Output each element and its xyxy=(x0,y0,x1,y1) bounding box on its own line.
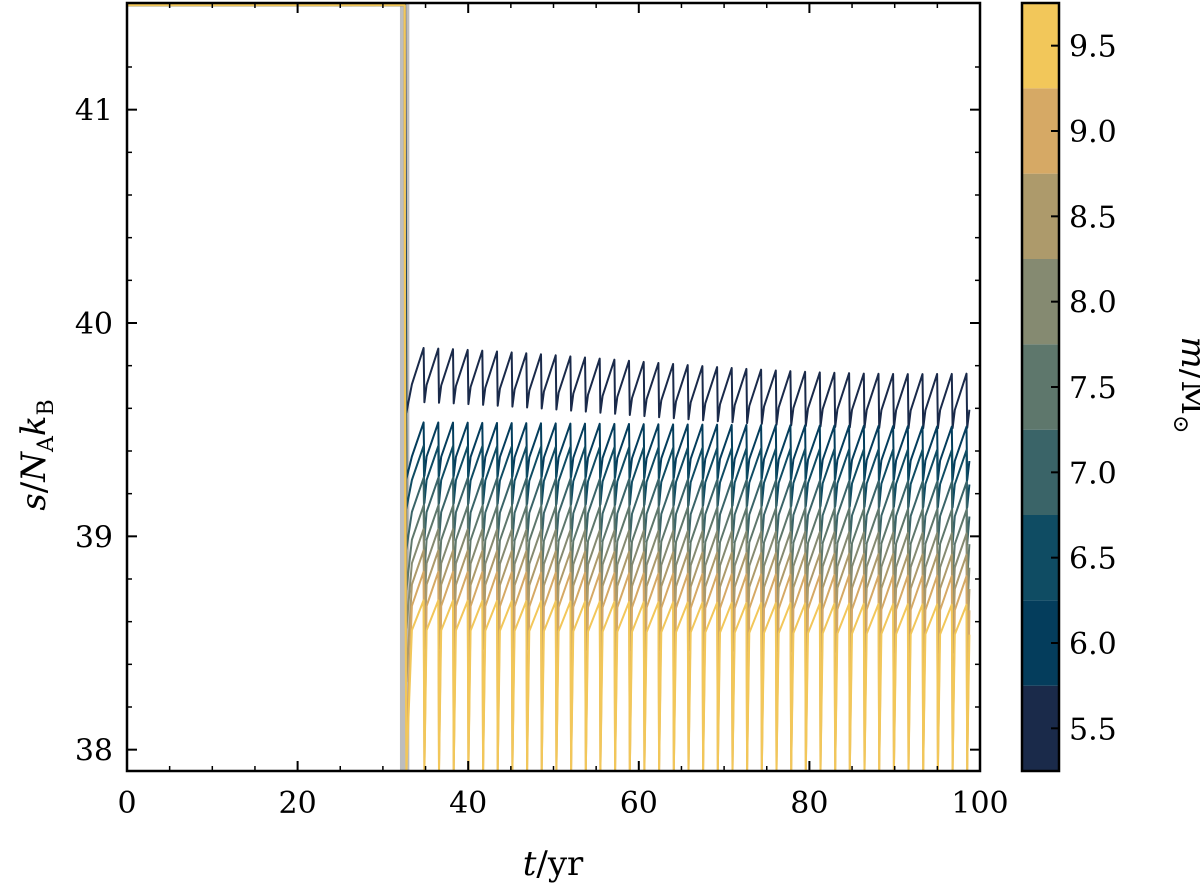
colorbar: 5.5 6.0 6.5 7.0 7.5 8.0 8.5 9.0 9.5 xyxy=(1020,1,1117,773)
colorbar-tick-label: 7.0 xyxy=(1069,456,1117,491)
colorbar-tick-label: 6.5 xyxy=(1069,542,1117,577)
series-line-m-5.5 xyxy=(127,3,971,430)
y-tick-label: 39 xyxy=(75,520,113,555)
colorbar-tick-label: 6.0 xyxy=(1069,627,1117,662)
x-tick-label: 40 xyxy=(449,786,487,821)
x-tick-label: 20 xyxy=(279,786,317,821)
series-line-m-9.5 xyxy=(127,4,971,771)
colorbar-tick-label: 9.0 xyxy=(1069,115,1117,150)
x-tick-label: 0 xyxy=(117,786,136,821)
y-tick-label: 38 xyxy=(75,734,113,769)
colorbar-label: m/M⊙ xyxy=(1168,337,1200,434)
series-layer xyxy=(127,3,971,771)
y-axis-label: s/NAkB xyxy=(14,399,59,510)
axes-layer: 0 20 40 60 80 100 38 39 40 41 xyxy=(75,1,1009,821)
series-line-m-8.5 xyxy=(127,4,971,683)
x-axis-label: t/yr xyxy=(523,844,584,884)
series-line-m-6 xyxy=(127,3,971,482)
series-line-m-6.5 xyxy=(127,3,971,510)
colorbar-tick-label: 7.5 xyxy=(1069,371,1117,406)
x-tick-label: 60 xyxy=(620,786,658,821)
y-tick-label: 40 xyxy=(75,307,113,342)
colorbar-tick-label: 8.5 xyxy=(1069,200,1117,235)
colorbar-tick-label: 8.0 xyxy=(1069,286,1117,321)
series-line-m-8 xyxy=(127,4,971,630)
x-tick-label: 100 xyxy=(951,786,1008,821)
colorbar-tick-label: 9.5 xyxy=(1069,30,1117,65)
colorbar-tick-label: 5.5 xyxy=(1069,712,1117,747)
y-tick-label: 41 xyxy=(75,94,113,129)
series-line-m-9 xyxy=(127,4,971,771)
x-tick-label: 80 xyxy=(790,786,828,821)
